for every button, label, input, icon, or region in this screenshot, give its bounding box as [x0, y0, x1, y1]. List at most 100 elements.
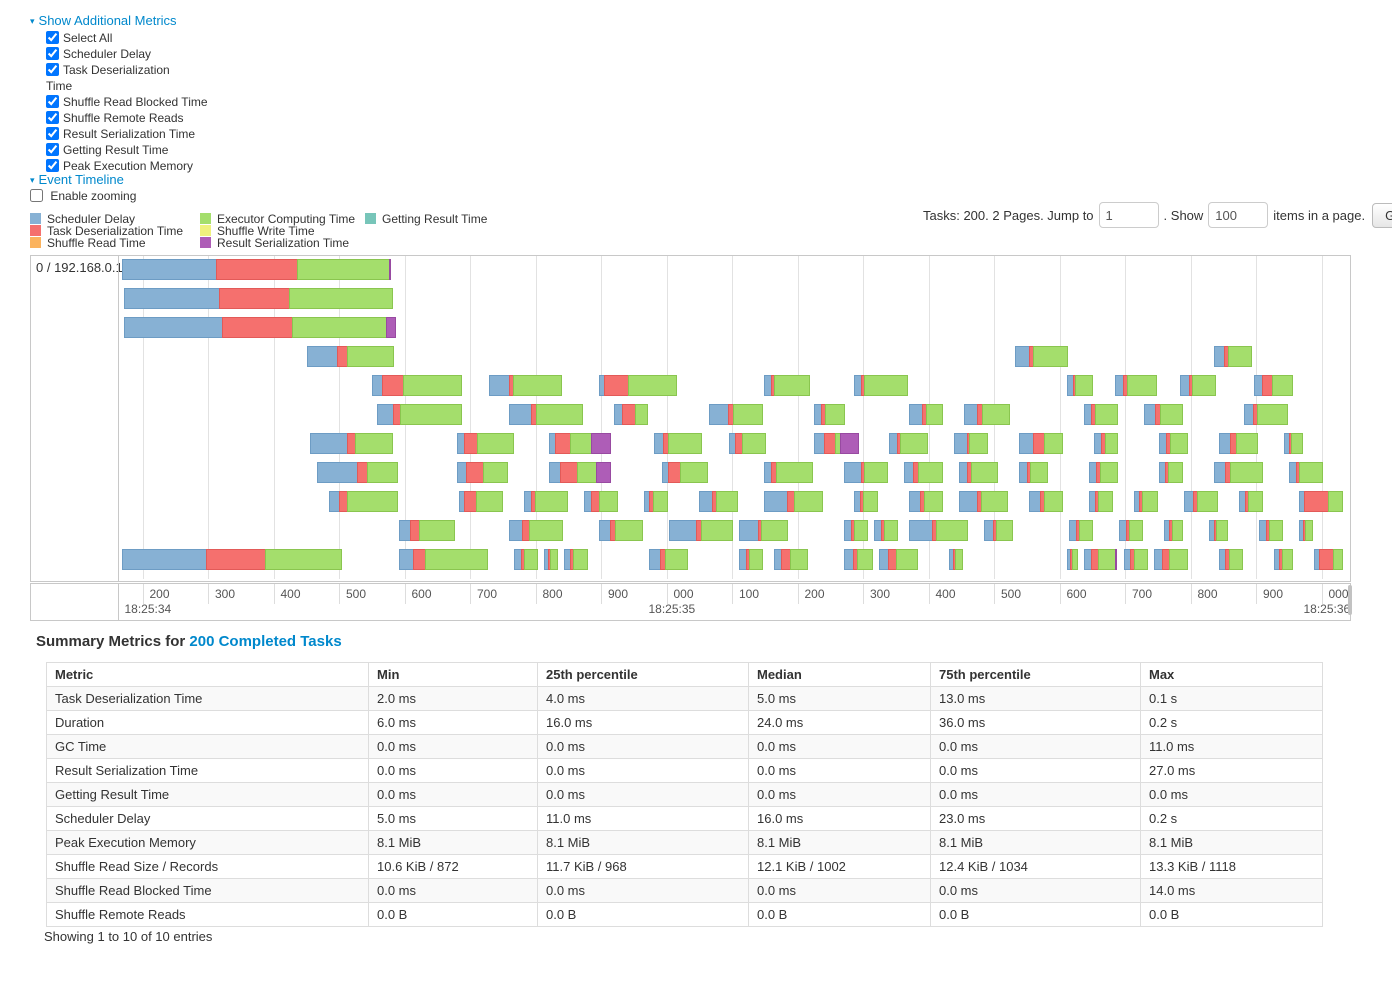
legend-swatch-icon: [30, 213, 41, 224]
task-segment-task-deserialization-time: [466, 462, 484, 483]
axis-tick-mark: [535, 584, 537, 604]
task-bar: [329, 491, 398, 512]
summary-cell: 0.0 B: [368, 902, 538, 927]
axis-tick-mark: [470, 584, 471, 604]
task-segment-executor-computing-time: [265, 549, 342, 570]
summary-cell: 8.1 MiB: [1140, 830, 1323, 855]
axis-tick-mark: [863, 584, 864, 604]
gridline: [1321, 256, 1323, 579]
checkbox-task-deserialization-time[interactable]: [46, 63, 59, 76]
checkbox-peak-execution-memory[interactable]: [46, 159, 59, 172]
task-bar: [1015, 346, 1068, 367]
task-bar: [564, 549, 588, 570]
axis-tick-mark: [142, 584, 144, 604]
show-additional-metrics-label: Show Additional Metrics: [38, 13, 177, 28]
metric-checkbox-label: Scheduler Delay: [63, 47, 152, 61]
task-segment-scheduler-delay: [954, 433, 968, 454]
task-segment-executor-computing-time: [665, 549, 688, 570]
checkbox-shuffle-remote-reads[interactable]: [46, 111, 59, 124]
scrollbar-thumb[interactable]: [1348, 585, 1352, 615]
task-bar: [509, 404, 583, 425]
metric-checkbox-item: Shuffle Remote Reads: [46, 110, 216, 126]
gridline: [273, 256, 275, 579]
task-segment-executor-computing-time: [535, 491, 568, 512]
event-timeline-link[interactable]: ▾ Event Timeline: [30, 172, 124, 187]
task-segment-executor-computing-time: [653, 491, 668, 512]
checkbox-shuffle-read-blocked-time[interactable]: [46, 95, 59, 108]
task-bar: [544, 549, 558, 570]
legend-swatch-icon: [30, 225, 41, 236]
event-timeline-label: Event Timeline: [38, 172, 124, 187]
task-segment-executor-computing-time: [926, 404, 943, 425]
legend-column: Scheduler Delay Task Deserialization Time…: [30, 213, 200, 249]
completed-tasks-link[interactable]: 200 Completed Tasks: [189, 633, 342, 650]
go-button[interactable]: Go: [1372, 202, 1392, 228]
task-segment-executor-computing-time: [701, 520, 733, 541]
summary-cell: 13.3 KiB / 1118: [1140, 854, 1323, 879]
legend-label: Scheduler Delay: [47, 212, 136, 226]
task-segment-scheduler-delay: [964, 404, 978, 425]
legend-item-executor-computing-time: Executor Computing Time: [200, 213, 365, 225]
task-segment-task-deserialization-time: [622, 404, 636, 425]
task-bar: [1084, 549, 1117, 570]
task-segment-executor-computing-time: [1134, 549, 1148, 570]
task-segment-executor-computing-time: [1328, 491, 1343, 512]
task-bar: [959, 462, 998, 483]
task-bar: [1180, 375, 1216, 396]
task-segment-executor-computing-time: [524, 549, 538, 570]
task-segment-result-serialization-time: [386, 317, 396, 338]
task-segment-executor-computing-time: [529, 520, 563, 541]
summary-cell: 13.0 ms: [930, 686, 1141, 711]
task-segment-executor-computing-time: [864, 462, 888, 483]
task-segment-scheduler-delay: [909, 520, 933, 541]
task-segment-executor-computing-time: [1075, 375, 1093, 396]
task-bar: [549, 433, 611, 454]
summary-cell: 0.0 ms: [537, 782, 749, 807]
legend-label: Result Serialization Time: [217, 236, 350, 250]
task-segment-executor-computing-time: [297, 259, 390, 280]
summary-cell: 36.0 ms: [930, 710, 1141, 735]
task-segment-task-deserialization-time: [604, 375, 629, 396]
pagination-suffix: items in a page.: [1273, 207, 1366, 223]
checkbox-enable-zooming[interactable]: [30, 189, 43, 202]
gridline: [1190, 256, 1192, 579]
gridline: [797, 256, 799, 579]
task-segment-executor-computing-time: [347, 491, 398, 512]
collapse-triangle-icon: ▾: [30, 16, 35, 26]
label-column-divider: [118, 584, 119, 620]
checkbox-result-serialization-time[interactable]: [46, 127, 59, 140]
summary-cell: 10.6 KiB / 872: [368, 854, 538, 879]
checkbox-scheduler-delay[interactable]: [46, 47, 59, 60]
axis-tick-label: 300: [215, 587, 236, 601]
task-segment-executor-computing-time: [790, 549, 808, 570]
axis-tick-label: 400: [935, 587, 956, 601]
summary-cell: 8.1 MiB: [930, 830, 1141, 855]
task-segment-executor-computing-time: [425, 549, 488, 570]
task-segment-executor-computing-time: [513, 375, 562, 396]
axis-tick-label: 500: [346, 587, 367, 601]
task-bar: [1184, 491, 1218, 512]
checkbox-getting-result-time[interactable]: [46, 143, 59, 156]
task-bar: [764, 491, 823, 512]
jump-to-page-input[interactable]: [1098, 202, 1159, 228]
gridline: [339, 256, 340, 579]
summary-cell: 0.2 s: [1140, 710, 1323, 735]
axis-time-label: 18:25:35: [648, 602, 696, 616]
legend-label: Shuffle Write Time: [217, 224, 315, 238]
task-segment-executor-computing-time: [1170, 433, 1188, 454]
event-timeline-header: ▾ Event Timeline: [30, 171, 124, 189]
summary-cell: 0.0 B: [1140, 902, 1323, 927]
task-segment-scheduler-delay: [509, 520, 523, 541]
summary-cell: Duration: [46, 710, 369, 735]
task-segment-executor-computing-time: [825, 404, 845, 425]
checkbox-select-all[interactable]: [46, 31, 59, 44]
table-row-scheduler-delay: Scheduler Delay 5.0 ms 11.0 ms 16.0 ms 23.0 …: [46, 806, 1323, 831]
task-segment-executor-computing-time: [1169, 549, 1188, 570]
legend-column: Executor Computing Time Shuffle Write Tim…: [200, 213, 365, 249]
task-bar: [909, 520, 968, 541]
task-segment-executor-computing-time: [628, 375, 677, 396]
show-additional-metrics-link[interactable]: ▾ Show Additional Metrics: [30, 13, 177, 28]
summary-cell: 11.7 KiB / 968: [537, 854, 749, 879]
page-size-input[interactable]: [1208, 202, 1269, 228]
table-row-peak-execution-memory: Peak Execution Memory 8.1 MiB 8.1 MiB 8.1 M…: [46, 830, 1323, 855]
